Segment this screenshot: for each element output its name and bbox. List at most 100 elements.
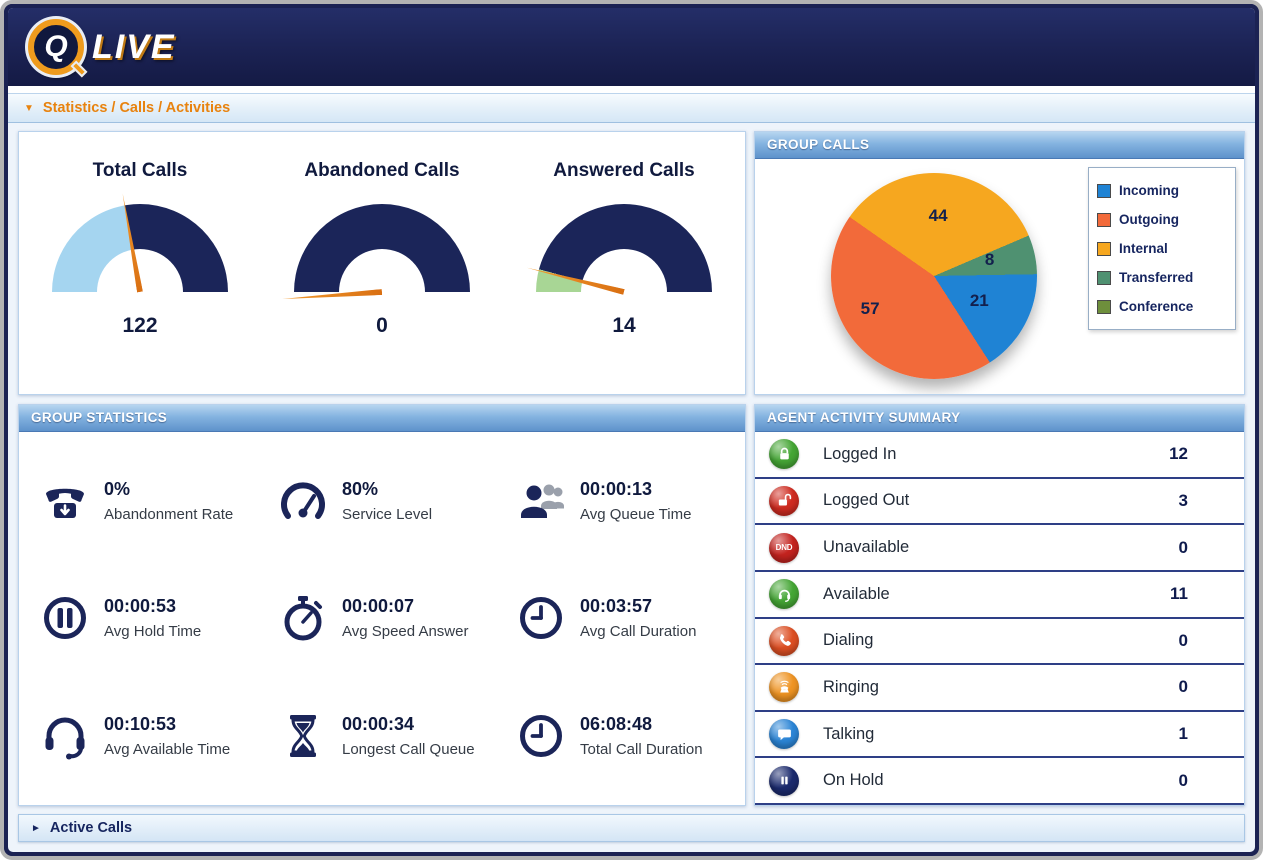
active-calls-label: Active Calls bbox=[49, 820, 133, 836]
stopwatch-icon bbox=[279, 594, 327, 642]
pie-value-outgoing: 57 bbox=[860, 298, 880, 318]
gauge-arc bbox=[52, 204, 228, 292]
agent-row-unavailable: DND Unavailable 0 bbox=[755, 525, 1244, 572]
headset-icon bbox=[41, 712, 89, 760]
gauge-value: 0 bbox=[376, 314, 388, 337]
clock-icon bbox=[517, 594, 565, 642]
stat-label: Longest Call Queue bbox=[342, 741, 475, 759]
group-calls-pie-chart: 44 8 21 57 bbox=[831, 173, 1037, 379]
legend-label: Transferred bbox=[1119, 270, 1194, 285]
ringing-phone-icon bbox=[769, 672, 799, 703]
group-statistics-header: GROUP STATISTICS bbox=[19, 405, 745, 432]
gauge-title: Total Calls bbox=[92, 160, 188, 181]
phone-abandoned-icon bbox=[41, 477, 89, 525]
agent-status-count: 11 bbox=[1170, 584, 1188, 604]
logo-q-mark: Q bbox=[28, 19, 88, 78]
legend-swatch bbox=[1097, 241, 1111, 256]
agent-row-dialing: Dialing 0 bbox=[755, 618, 1244, 666]
legend-label: Outgoing bbox=[1119, 212, 1179, 227]
legend-item-internal: Internal bbox=[1097, 234, 1227, 263]
stat-value: 00:03:57 bbox=[580, 596, 653, 617]
gauge-value: 122 bbox=[122, 314, 158, 337]
legend-swatch bbox=[1097, 212, 1111, 227]
gauges-panel: Total Calls 122 Abandoned Calls bbox=[18, 131, 746, 395]
dialing-phone-icon bbox=[769, 625, 799, 656]
stat-value: 00:00:07 bbox=[342, 596, 415, 617]
agent-row-logged-out: Logged Out 3 bbox=[755, 478, 1244, 526]
stat-service-level: 80% Service Level bbox=[263, 442, 501, 560]
gauge-arc bbox=[536, 204, 712, 292]
agent-status-count: 12 bbox=[1169, 444, 1188, 464]
gauge-total-calls: Total Calls 122 bbox=[23, 160, 258, 394]
gauge-title: Answered Calls bbox=[553, 160, 695, 181]
gauge-value: 14 bbox=[612, 314, 636, 337]
stat-label: Total Call Duration bbox=[580, 741, 703, 759]
agent-status-label: Dialing bbox=[823, 631, 874, 650]
agent-row-talking: Talking 1 bbox=[755, 711, 1244, 759]
agent-activity-table: Logged In 12 Logged Out 3 bbox=[755, 432, 1244, 805]
legend-item-transferred: Transferred bbox=[1097, 263, 1227, 292]
gauge-title: Abandoned Calls bbox=[304, 160, 460, 181]
agent-status-label: Unavailable bbox=[823, 538, 910, 557]
people-group-icon bbox=[517, 477, 565, 525]
group-statistics-panel: GROUP STATISTICS 0% Abandonment bbox=[18, 404, 746, 806]
header-separator bbox=[8, 86, 1255, 93]
agent-status-label: Available bbox=[823, 584, 890, 603]
stat-label: Abandonment Rate bbox=[104, 505, 234, 523]
stat-value: 00:00:34 bbox=[342, 714, 415, 735]
collapse-arrow-icon: ▼ bbox=[24, 102, 34, 114]
legend-item-outgoing: Outgoing bbox=[1097, 205, 1227, 234]
pie-value-internal: 44 bbox=[928, 206, 948, 226]
app-logo: Q LIVE bbox=[28, 19, 176, 78]
logo-q-letter: Q bbox=[44, 30, 68, 63]
active-calls-bar[interactable]: ► Active Calls bbox=[18, 814, 1245, 842]
gauge-answered-calls: Answered Calls 14 bbox=[507, 160, 742, 394]
answered-calls-gauge-chart bbox=[536, 204, 712, 294]
stat-value: 00:00:53 bbox=[104, 596, 177, 617]
pause-circle-icon bbox=[41, 594, 89, 642]
legend-swatch bbox=[1097, 183, 1111, 198]
agent-status-count: 0 bbox=[1178, 677, 1188, 697]
agent-status-label: Ringing bbox=[823, 677, 879, 696]
breadcrumb[interactable]: ▼ Statistics / Calls / Activities bbox=[8, 93, 1255, 123]
expand-arrow-icon: ► bbox=[31, 822, 41, 834]
stat-total-call-duration: 06:08:48 Total Call Duration bbox=[501, 677, 739, 795]
stat-value: 00:00:13 bbox=[580, 478, 653, 499]
agent-status-count: 0 bbox=[1178, 630, 1188, 650]
stat-longest-call-queue: 00:00:34 Longest Call Queue bbox=[263, 677, 501, 795]
stat-avg-hold-time: 00:00:53 Avg Hold Time bbox=[25, 560, 263, 678]
group-calls-header: GROUP CALLS bbox=[755, 132, 1244, 159]
legend-item-incoming: Incoming bbox=[1097, 176, 1227, 205]
agent-status-count: 3 bbox=[1178, 490, 1188, 510]
dnd-icon: DND bbox=[769, 532, 799, 563]
agent-row-ringing: Ringing 0 bbox=[755, 665, 1244, 712]
legend-label: Internal bbox=[1119, 241, 1168, 256]
pie-value-incoming: 21 bbox=[969, 290, 989, 310]
pie-value-transferred: 8 bbox=[984, 249, 995, 269]
app-body: Q LIVE ▼ Statistics / Calls / Activities… bbox=[4, 4, 1259, 856]
group-calls-chart-area: 44 8 21 57 Incoming Outgoing bbox=[755, 159, 1244, 394]
stat-avg-call-duration: 00:03:57 Avg Call Duration bbox=[501, 560, 739, 678]
group-calls-panel: GROUP CALLS 44 8 21 57 Incoming bbox=[754, 131, 1245, 395]
legend-label: Incoming bbox=[1119, 183, 1179, 198]
stat-label: Avg Available Time bbox=[104, 741, 231, 759]
legend-label: Conference bbox=[1119, 299, 1194, 314]
hourglass-icon bbox=[279, 712, 327, 760]
stat-label: Avg Queue Time bbox=[580, 505, 692, 523]
agent-activity-header: AGENT ACTIVITY SUMMARY bbox=[755, 405, 1244, 432]
stat-label: Service Level bbox=[342, 505, 433, 523]
legend-item-conference: Conference bbox=[1097, 292, 1227, 321]
legend-swatch bbox=[1097, 270, 1111, 285]
stat-label: Avg Speed Answer bbox=[342, 623, 469, 641]
agent-status-label: On Hold bbox=[823, 771, 884, 790]
legend-swatch bbox=[1097, 299, 1111, 314]
dnd-badge-text: DND bbox=[775, 543, 793, 553]
on-hold-icon bbox=[769, 765, 799, 796]
stat-value: 0% bbox=[104, 478, 131, 499]
clock-icon bbox=[517, 712, 565, 760]
agent-row-available: Available 11 bbox=[755, 571, 1244, 619]
stat-label: Avg Hold Time bbox=[104, 623, 202, 641]
logo-q-tail bbox=[70, 60, 88, 78]
gauge-abandoned-calls: Abandoned Calls 0 bbox=[265, 160, 500, 394]
agent-row-on-hold: On Hold 0 bbox=[755, 758, 1244, 805]
